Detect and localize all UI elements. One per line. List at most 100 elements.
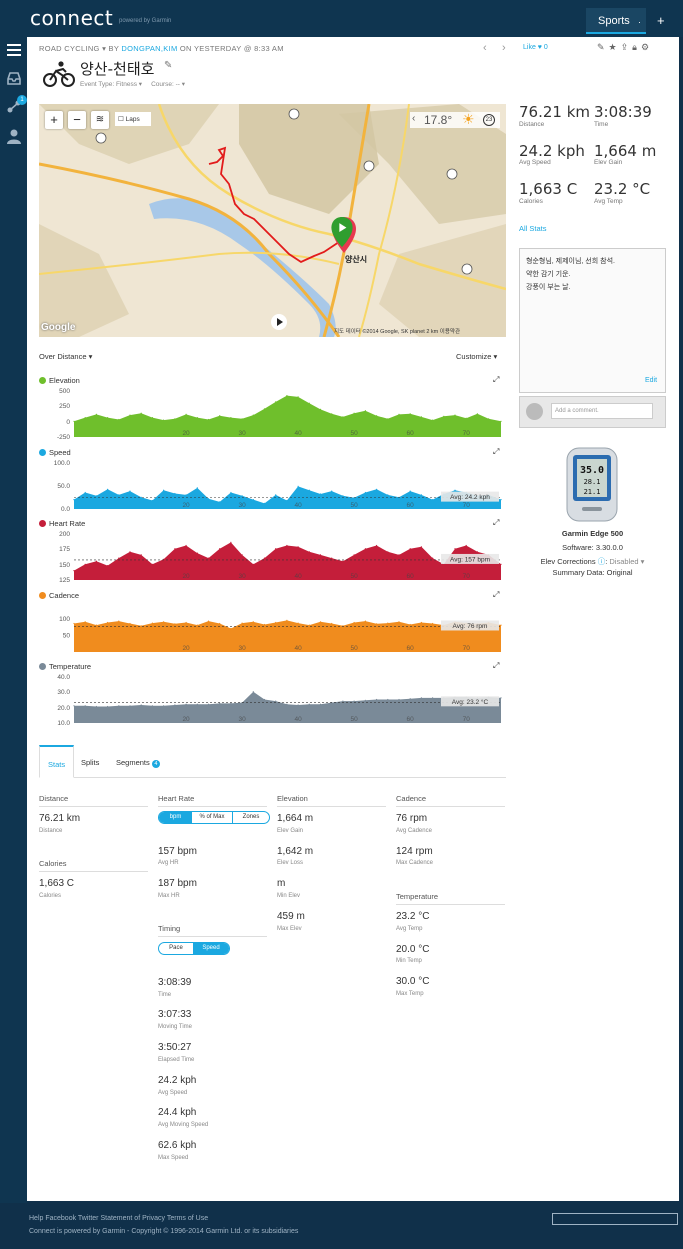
favorite-star-icon[interactable]: ★ <box>608 42 621 52</box>
chart-cadence[interactable]: 100 50 20 30 40 50 60 70 Avg: 76 rpm <box>39 602 506 664</box>
data-point <box>95 705 97 708</box>
add-button[interactable]: + <box>657 13 665 28</box>
sports-dropdown-icon[interactable]: · <box>638 17 641 27</box>
data-point <box>286 544 288 547</box>
customize-select[interactable]: Customize ▾ <box>456 352 498 361</box>
data-point <box>275 494 277 496</box>
summary-calories-value: 1,663 C <box>519 180 578 198</box>
activity-selectors: Event Type: Fitness ▾ Course: -- ▾ <box>80 80 185 88</box>
course-select[interactable]: Course: -- ▾ <box>151 81 186 88</box>
elev-loss-label: Elev Loss <box>277 860 304 866</box>
summary-calories-label: Calories <box>519 198 543 205</box>
map-layers-icon[interactable]: ≋ <box>91 111 109 129</box>
comment-input[interactable]: Add a comment. <box>551 403 653 419</box>
sports-tab[interactable]: Sports <box>586 8 646 34</box>
data-point <box>420 697 422 699</box>
data-point <box>219 622 221 625</box>
expand-chart-icon[interactable]: ⤢ <box>493 447 500 456</box>
data-point <box>95 495 97 497</box>
pace-option[interactable]: Pace <box>169 945 183 951</box>
hr-zones-option[interactable]: Zones <box>242 814 260 820</box>
menu-icon[interactable] <box>6 42 22 58</box>
y-tick-label: 100 <box>59 616 70 623</box>
data-point <box>73 499 75 501</box>
y-tick-label: 500 <box>59 388 70 395</box>
event-type-select[interactable]: Event Type: Fitness ▾ <box>80 81 143 88</box>
data-point <box>174 492 176 495</box>
data-point <box>163 419 165 421</box>
expand-chart-icon[interactable]: ⤢ <box>493 590 500 599</box>
footer-badge[interactable] <box>552 1213 678 1225</box>
min-temp-value: 20.0 °C <box>396 944 430 955</box>
play-route-icon[interactable] <box>271 314 287 330</box>
notes-line: 형순형님, 제제이님, 선희 참석. <box>526 258 615 265</box>
profile-icon[interactable] <box>6 128 22 144</box>
weather-left-icon[interactable]: ‹ <box>412 113 416 124</box>
distance-head: Distance <box>39 794 148 807</box>
next-activity-icon[interactable]: › <box>501 42 506 54</box>
previous-activity-icon[interactable]: ‹ <box>483 42 487 54</box>
data-point <box>465 417 467 419</box>
data-point <box>107 565 109 567</box>
inbox-icon[interactable] <box>6 70 22 86</box>
edit-notes-link[interactable]: Edit <box>645 377 658 384</box>
chart-heart-rate[interactable]: 200 175 150 125 20 30 40 50 60 70 Avg: 157 bpm <box>39 530 506 592</box>
expand-chart-icon[interactable]: ⤢ <box>493 518 500 527</box>
like-button[interactable]: Like ♥ 0 <box>523 44 548 51</box>
laps-toggle[interactable]: ☐ Laps <box>115 112 151 126</box>
edit-title-icon[interactable]: ✎ <box>164 60 173 71</box>
data-point <box>185 544 187 547</box>
export-icon[interactable]: ⇪ <box>620 42 633 52</box>
timing-unit-toggle[interactable]: Pace Speed <box>158 942 230 955</box>
all-stats-link[interactable]: All Stats <box>519 224 547 233</box>
chart-title-text: Cadence <box>49 591 80 600</box>
series-area <box>74 395 501 437</box>
x-tick-label: 30 <box>238 502 246 509</box>
route-map[interactable]: 양산시 <box>39 104 506 337</box>
map-canvas[interactable] <box>39 104 506 337</box>
tab-splits[interactable]: Splits <box>81 758 100 767</box>
data-point <box>118 418 120 421</box>
edit-icon[interactable]: ✎ <box>597 42 609 52</box>
expand-chart-icon[interactable]: ⤢ <box>493 661 500 670</box>
x-tick-label: 30 <box>238 573 246 580</box>
tab-segments[interactable]: Segments 4 <box>108 745 168 778</box>
zoom-in-button[interactable]: + <box>45 111 63 129</box>
device-screen-line: 28.1 <box>584 478 601 486</box>
speed-option[interactable]: Speed <box>193 943 229 954</box>
avg-cadence-value: 76 rpm <box>396 813 428 824</box>
data-point <box>398 413 400 415</box>
activity-category[interactable]: ROAD CYCLING <box>39 44 100 53</box>
over-distance-select[interactable]: Over Distance ▾ <box>39 352 93 361</box>
tab-stats[interactable]: Stats <box>39 745 75 778</box>
footer-links[interactable]: Help Facebook Twitter Statement of Priva… <box>29 1215 209 1222</box>
help-icon[interactable]: ⓘ <box>597 557 606 566</box>
chart-temperature[interactable]: 40.0 30.0 20.0 10.0 20 30 40 50 60 70 Avg: 23.2 °C <box>39 673 506 735</box>
chart-legend-dot <box>39 592 46 599</box>
elev-corrections-select[interactable]: Disabled ▾ <box>609 557 645 566</box>
connect-logo[interactable]: connect <box>30 6 114 30</box>
zoom-out-button[interactable]: − <box>68 111 86 129</box>
data-point <box>241 495 243 497</box>
data-point <box>95 560 97 562</box>
hr-bpm-option[interactable]: bpm <box>159 812 192 823</box>
max-hr-label: Max HR <box>158 893 180 899</box>
activity-owner-link[interactable]: DONGPAN,KIM <box>121 44 178 53</box>
expand-chart-icon[interactable]: ⤢ <box>493 375 500 384</box>
gear-icon[interactable]: ⚙ <box>640 42 654 52</box>
data-point <box>454 414 456 416</box>
start-pin-icon[interactable] <box>331 217 353 247</box>
data-point <box>151 622 153 624</box>
lock-icon[interactable]: 🔒︎ <box>632 42 641 52</box>
hr-percent-option[interactable]: % of Max <box>192 812 233 823</box>
activity-notes[interactable]: 형순형님, 제제이님, 선희 참석. 약한 감기 기운. 강풍이 부는 날. <box>519 248 666 393</box>
chart-elevation[interactable]: 500 250 0 -250 20 30 40 50 60 70 <box>39 387 506 449</box>
data-point <box>84 417 86 419</box>
avg-label: Avg: 23.2 °C <box>452 698 489 706</box>
chart-legend-dot <box>39 449 46 456</box>
chart-title: Cadence <box>39 591 79 600</box>
avg-temp-label: Avg Temp <box>396 926 423 932</box>
data-point <box>196 487 198 489</box>
hr-unit-toggle[interactable]: bpm % of Max Zones <box>158 811 270 824</box>
